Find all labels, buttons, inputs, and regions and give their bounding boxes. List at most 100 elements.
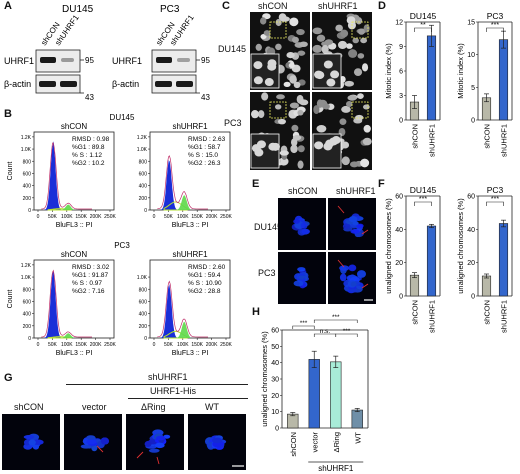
chromosome (350, 229, 360, 234)
nucleus (283, 81, 291, 88)
nucleus (312, 27, 323, 35)
bar (498, 223, 509, 297)
y-axis-label: unaligned chromosomes (%) (384, 198, 393, 294)
nucleus (250, 110, 259, 119)
significance-bracket (414, 27, 432, 32)
y-tick-label: 1.2K (21, 263, 32, 269)
chromosome (154, 442, 165, 449)
column-label: shCON (258, 1, 288, 11)
chromosome (339, 265, 350, 271)
bar (426, 35, 437, 121)
y-tick-label: 800 (23, 287, 32, 293)
chart-title: DU145 (410, 185, 437, 195)
y-tick-label: 1.0K (137, 147, 148, 153)
bar (287, 413, 299, 429)
y-tick-label: 3 (399, 93, 403, 100)
arrow (136, 451, 144, 459)
x-tick-label: 0 (153, 214, 156, 220)
y-tick-label: 400 (23, 184, 32, 190)
fit-outline (157, 155, 209, 210)
x-tick-label: shCON (483, 300, 492, 325)
g2-peak (177, 321, 190, 338)
y-tick-label: 50 (271, 344, 279, 351)
y-tick-label: 10 (467, 52, 475, 59)
nucleus (349, 161, 359, 168)
group-label: DU145 (110, 113, 135, 122)
zoom-box (351, 101, 369, 119)
y-tick-label: 0 (144, 336, 147, 342)
chromosome (339, 273, 347, 282)
nucleus (297, 50, 306, 56)
nucleus (323, 103, 330, 110)
nucleus (314, 70, 324, 79)
y-tick-label: 0 (28, 336, 31, 342)
nucleus (337, 40, 348, 50)
y-tick-label: 5 (471, 85, 475, 92)
nucleus (348, 49, 358, 58)
nucleus (253, 76, 263, 85)
chromosome (297, 267, 306, 272)
nucleus (261, 92, 269, 101)
nucleus (323, 60, 333, 69)
x-tick-label: 250K (220, 342, 232, 348)
image-label: vector (82, 402, 107, 412)
nucleus (340, 29, 349, 38)
bar (308, 359, 320, 429)
y-axis-label: Count (7, 290, 14, 309)
significance-label: *** (491, 196, 499, 203)
y-tick-label: 60 (395, 194, 403, 201)
nucleus (254, 148, 264, 157)
image-label: shCON (14, 402, 44, 412)
y-tick-label: 0 (399, 294, 403, 301)
x-tick-label: 50K (48, 342, 58, 348)
row-label: PC3 (224, 118, 242, 128)
column-label: shUHRF1 (336, 186, 376, 196)
zoom-box (351, 21, 369, 39)
y-tick-label: 30 (271, 377, 279, 384)
x-axis-label: BluFL3 :: PI (172, 222, 209, 229)
nucleus (335, 24, 343, 32)
zoom-box (269, 101, 287, 119)
plot-frame (149, 131, 231, 211)
plot-title: shUHRF1 (172, 250, 208, 259)
stat-text: %G2 : 10.2 (72, 160, 105, 167)
y-tick-label: 1.0K (21, 147, 32, 153)
nucleus (341, 156, 350, 166)
nucleus (339, 118, 347, 126)
group-label: UHRF1-His (150, 386, 196, 396)
column-label: shUHRF1 (318, 1, 358, 11)
y-tick-label: 800 (139, 159, 148, 165)
chromosome (298, 275, 305, 280)
chromosome (144, 440, 152, 448)
nucleus (270, 142, 280, 151)
zoom-box (269, 21, 287, 39)
stat-text: RMSD : 3.02 (72, 264, 110, 271)
fit-outline (41, 142, 93, 210)
y-tick-label: 600 (139, 299, 148, 305)
y-axis-label: unaligned chromosomes (%) (260, 331, 269, 427)
x-tick-label: shUHRF1 (500, 124, 509, 157)
nucleus (290, 138, 298, 147)
nucleus (363, 124, 371, 133)
y-tick-label: 20 (395, 260, 403, 267)
chromosome (155, 435, 166, 441)
chromosome (100, 437, 110, 445)
stat-text: % S : 0.97 (72, 280, 102, 287)
blot-protein-label: β-actin (4, 79, 31, 89)
nucleus (363, 104, 370, 110)
x-tick-label: shUHRF1 (428, 124, 437, 157)
nucleus (296, 28, 305, 36)
x-tick-label: 50K (164, 342, 174, 348)
nucleus (357, 93, 364, 99)
nucleus (289, 102, 300, 109)
nucleus (260, 17, 267, 25)
arrow (361, 229, 369, 235)
blot-band (155, 81, 172, 87)
nucleus (274, 104, 282, 110)
y-axis-label: Mitotic index (%) (384, 43, 393, 99)
y-tick-label: 200 (139, 324, 148, 330)
stat-text: %G2 : 28.8 (188, 288, 221, 295)
fit-outline (157, 280, 209, 338)
blot-band (176, 81, 193, 87)
nucleus (346, 43, 353, 49)
